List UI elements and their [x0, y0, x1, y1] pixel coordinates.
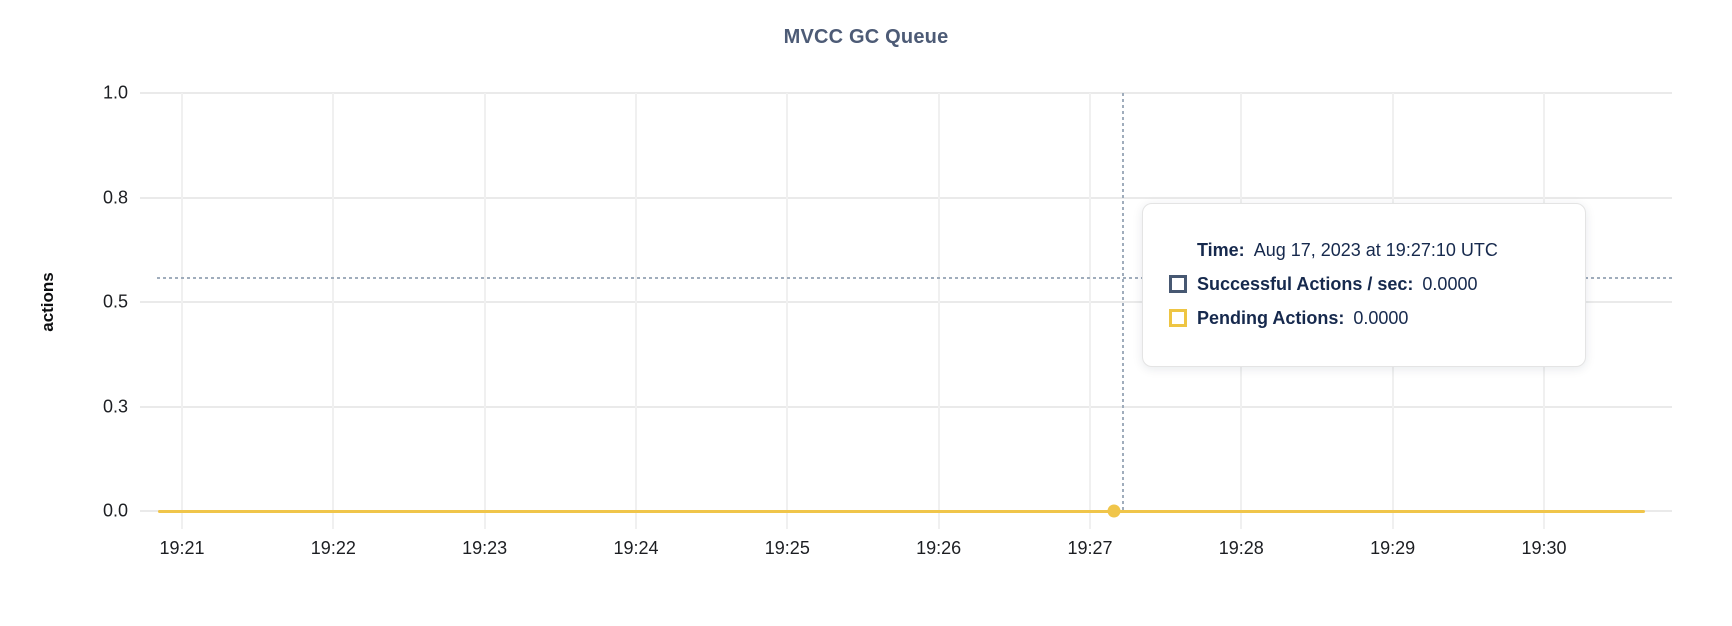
series-swatch-icon — [1169, 275, 1187, 293]
gridline-vertical — [181, 93, 183, 529]
tooltip-series-row: Successful Actions / sec: 0.0000 — [1169, 274, 1557, 295]
gridline-horizontal — [140, 301, 1672, 303]
series-name: Successful Actions / sec: — [1197, 273, 1414, 294]
y-tick-label: 1.0 — [102, 82, 128, 103]
x-tick-label: 19:26 — [916, 538, 962, 558]
x-tick-label: 19:23 — [462, 538, 508, 558]
y-tick-label: 0.5 — [102, 291, 128, 312]
x-tick-label: 19:24 — [613, 538, 659, 558]
chart-title: MVCC GC Queue — [783, 26, 949, 48]
gridline-vertical — [786, 93, 789, 529]
y-tick-label: 0.3 — [102, 396, 128, 416]
tooltip-time-value: Aug 17, 2023 at 19:27:10 UTC — [1253, 239, 1498, 260]
hovered-data-point — [1107, 504, 1121, 518]
tooltip-time-label: Time: — [1197, 239, 1245, 260]
x-tick-label: 19:22 — [310, 538, 356, 558]
gridline-vertical — [1088, 93, 1091, 529]
chart-tooltip: Time: Aug 17, 2023 at 19:27:10 UTC Succe… — [1142, 203, 1586, 367]
gridline-horizontal — [140, 405, 1672, 408]
series-name: Pending Actions: — [1197, 307, 1345, 328]
gridline-vertical — [634, 93, 637, 529]
gridline-vertical — [483, 93, 486, 529]
series-swatch-icon — [1169, 309, 1187, 327]
x-tick-label: 19:29 — [1370, 538, 1416, 558]
series-value: 0.0000 — [1422, 273, 1478, 294]
x-tick-label: 19:28 — [1218, 538, 1264, 558]
crosshair-horizontal-line — [157, 277, 1672, 279]
gridline-vertical — [332, 93, 335, 529]
tooltip-series-row: Pending Actions: 0.0000 — [1169, 308, 1557, 329]
series-value: 0.0000 — [1353, 307, 1409, 328]
gridline-horizontal — [140, 92, 1672, 94]
y-tick-label: 0.8 — [102, 187, 128, 207]
tooltip-time-row: Time: Aug 17, 2023 at 19:27:10 UTC — [1169, 240, 1557, 261]
x-tick-label: 19:25 — [764, 538, 810, 558]
x-tick-label: 19:30 — [1521, 538, 1567, 558]
pending-actions-series-line — [158, 509, 1645, 513]
y-tick-label: 0.0 — [102, 500, 128, 521]
gridline-vertical — [937, 93, 940, 529]
crosshair-vertical-line — [1122, 93, 1124, 511]
gridline-horizontal — [140, 196, 1672, 199]
x-tick-label: 19:27 — [1067, 538, 1113, 558]
x-tick-label: 19:21 — [159, 538, 205, 558]
